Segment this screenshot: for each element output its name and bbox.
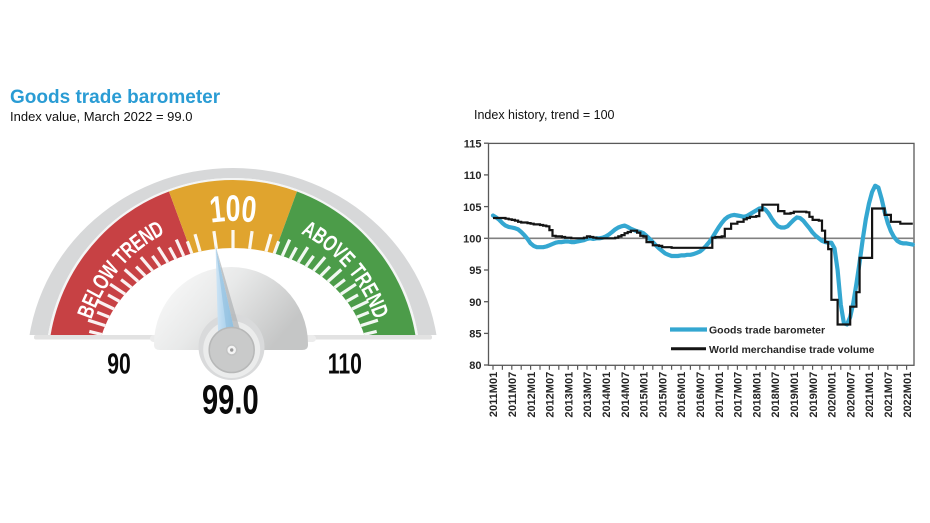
svg-text:2019M07: 2019M07: [808, 372, 820, 418]
svg-text:80: 80: [469, 360, 481, 372]
svg-text:2020M07: 2020M07: [845, 372, 857, 418]
svg-text:2016M07: 2016M07: [695, 372, 707, 418]
svg-text:2012M01: 2012M01: [526, 372, 538, 418]
svg-text:110: 110: [464, 170, 482, 182]
svg-text:2014M01: 2014M01: [601, 372, 613, 418]
svg-text:2018M01: 2018M01: [751, 372, 763, 418]
svg-text:2019M01: 2019M01: [789, 372, 801, 418]
svg-text:2017M07: 2017M07: [733, 372, 745, 418]
svg-text:90: 90: [107, 348, 131, 380]
svg-text:2013M01: 2013M01: [563, 372, 575, 418]
svg-text:110: 110: [328, 348, 362, 380]
svg-text:World merchandise trade volume: World merchandise trade volume: [709, 344, 875, 356]
svg-text:1: 1: [208, 188, 227, 231]
svg-text:2016M01: 2016M01: [676, 372, 688, 418]
svg-text:0: 0: [226, 188, 241, 229]
svg-text:85: 85: [469, 329, 481, 341]
svg-text:105: 105: [463, 202, 481, 214]
svg-text:2022M01: 2022M01: [902, 372, 914, 418]
svg-text:95: 95: [469, 265, 481, 277]
svg-text:2012M07: 2012M07: [545, 372, 557, 418]
svg-text:2021M01: 2021M01: [864, 372, 876, 418]
svg-text:2017M01: 2017M01: [714, 372, 726, 418]
svg-text:2013M07: 2013M07: [582, 372, 594, 418]
svg-text:0: 0: [240, 188, 259, 231]
svg-text:100: 100: [463, 234, 481, 246]
svg-text:2015M07: 2015M07: [657, 372, 669, 418]
svg-text:115: 115: [464, 138, 482, 150]
svg-text:2014M07: 2014M07: [620, 372, 632, 418]
svg-text:2015M01: 2015M01: [639, 372, 651, 418]
svg-text:2011M01: 2011M01: [488, 372, 500, 417]
svg-text:Goods trade barometer: Goods trade barometer: [709, 325, 825, 337]
svg-text:90: 90: [469, 297, 481, 309]
svg-text:2018M07: 2018M07: [770, 372, 782, 418]
svg-text:2020M01: 2020M01: [827, 372, 839, 418]
svg-text:99.0: 99.0: [202, 378, 259, 423]
svg-text:2011M07: 2011M07: [507, 372, 519, 417]
svg-text:2021M07: 2021M07: [883, 372, 895, 418]
